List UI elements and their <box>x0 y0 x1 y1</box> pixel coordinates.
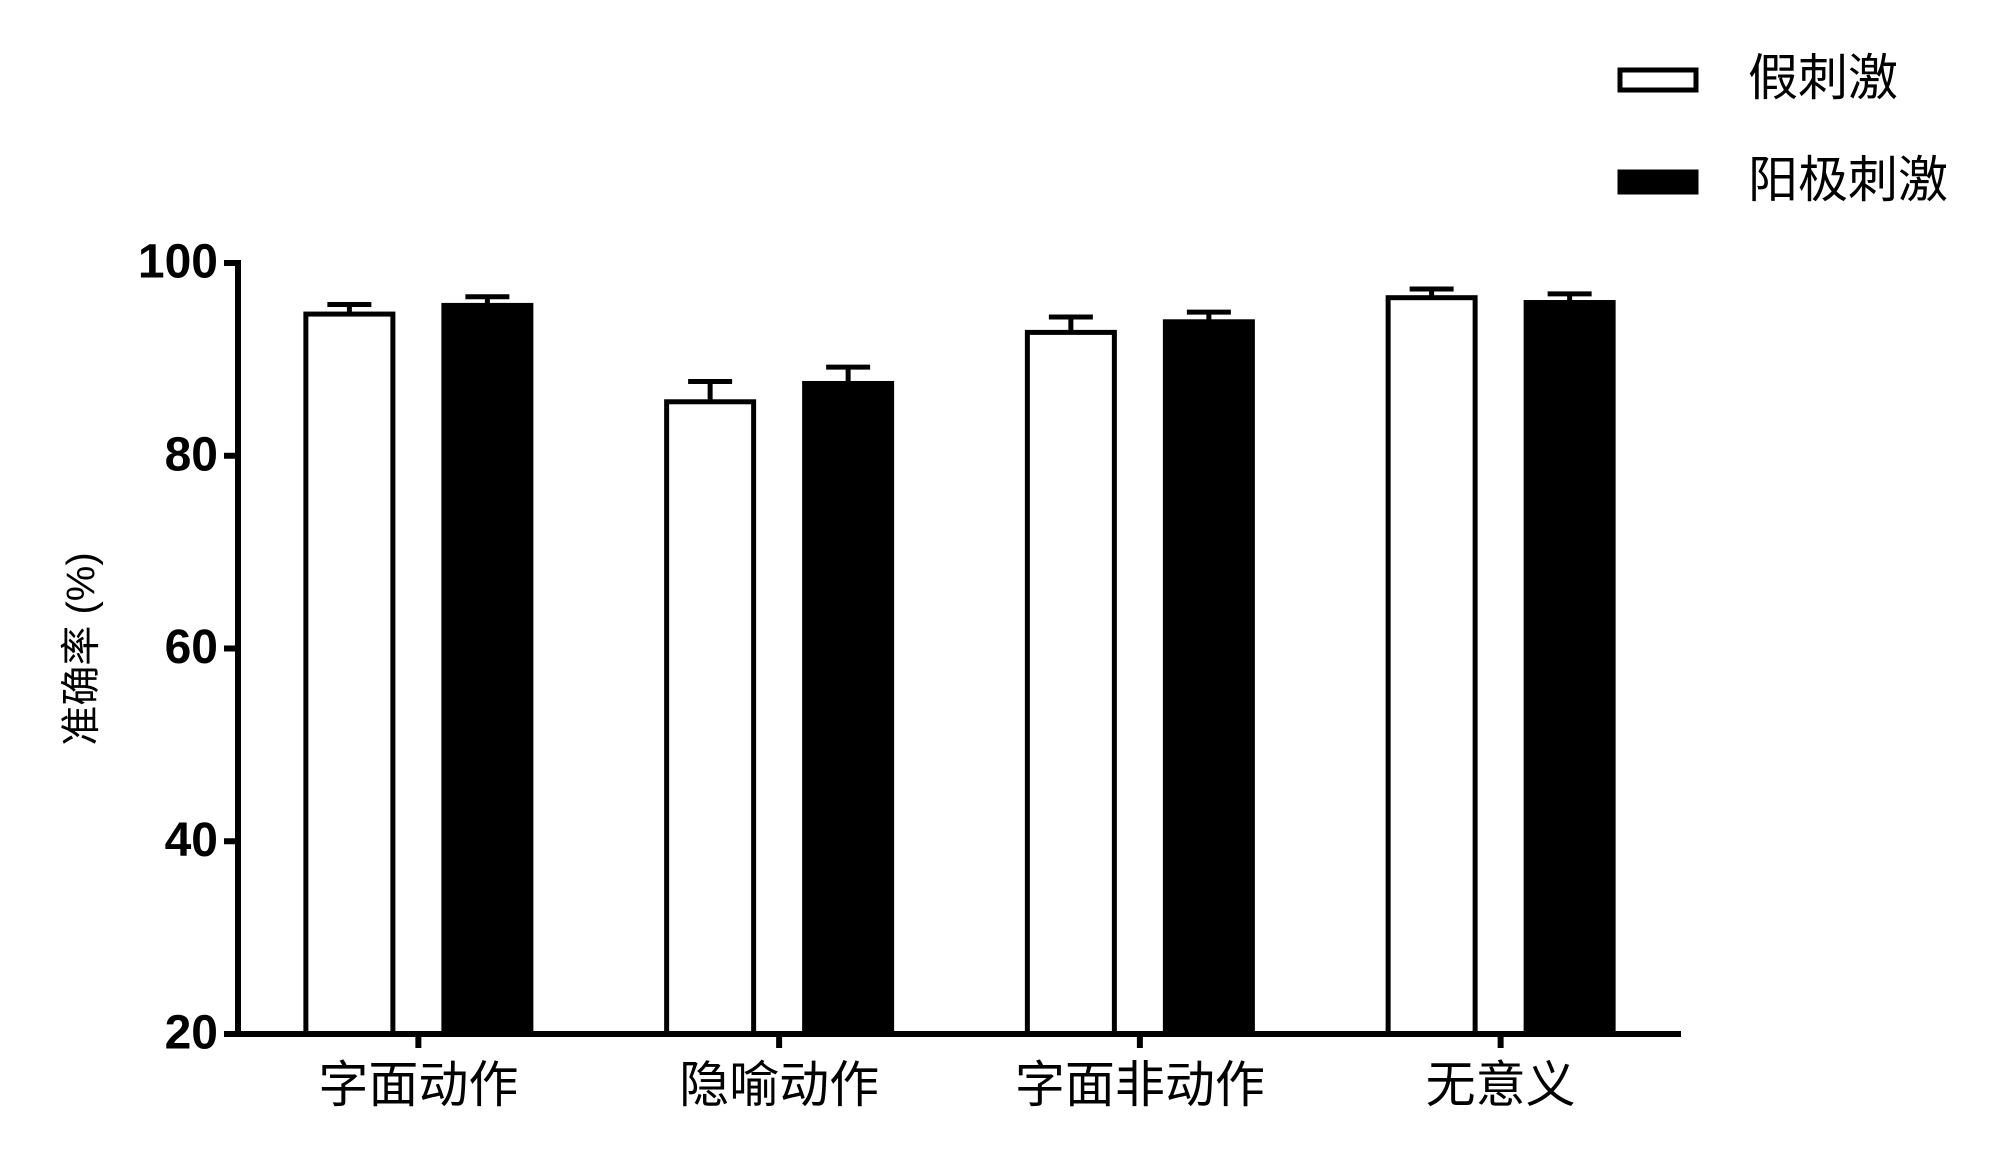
bar <box>303 311 396 1037</box>
y-tick-label: 80 <box>165 428 218 481</box>
x-tick-label: 无意义 <box>1426 1057 1576 1113</box>
bar <box>1162 319 1255 1037</box>
y-tick-label: 60 <box>165 621 218 674</box>
y-tick-label: 100 <box>138 236 218 289</box>
bar <box>441 302 534 1037</box>
y-tick-label: 40 <box>165 814 218 867</box>
bar <box>1523 300 1616 1037</box>
legend-swatch <box>1617 67 1699 93</box>
legend-label: 假刺激 <box>1748 50 1898 106</box>
y-axis-label: 准确率 (%) <box>60 552 104 745</box>
legend-label: 阳极刺激 <box>1748 152 1948 208</box>
bar <box>1024 329 1117 1037</box>
x-tick-label: 隐喻动作 <box>679 1057 879 1113</box>
x-tick-label: 字面动作 <box>318 1057 518 1113</box>
bar <box>664 399 757 1037</box>
y-tick-label: 20 <box>165 1007 218 1060</box>
bar <box>802 380 895 1037</box>
bar <box>1385 295 1478 1037</box>
x-tick-label: 字面非动作 <box>1015 1057 1265 1113</box>
legend-swatch <box>1617 169 1699 195</box>
